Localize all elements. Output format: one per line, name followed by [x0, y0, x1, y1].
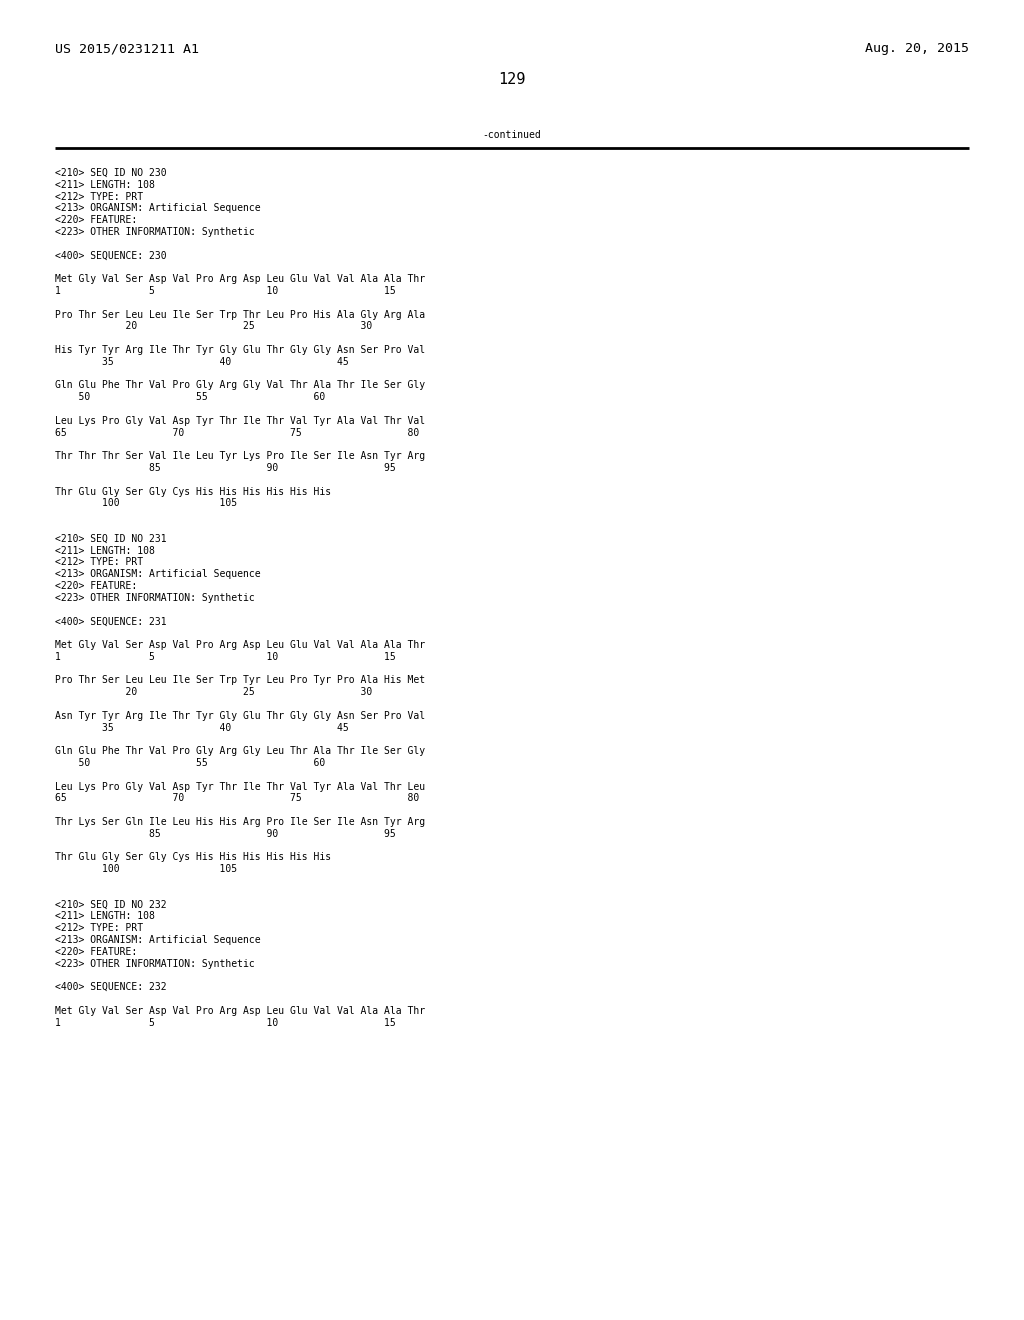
Text: 65                  70                  75                  80: 65 70 75 80: [55, 428, 419, 438]
Text: Met Gly Val Ser Asp Val Pro Arg Asp Leu Glu Val Val Ala Ala Thr: Met Gly Val Ser Asp Val Pro Arg Asp Leu …: [55, 1006, 425, 1016]
Text: <223> OTHER INFORMATION: Synthetic: <223> OTHER INFORMATION: Synthetic: [55, 593, 255, 603]
Text: <220> FEATURE:: <220> FEATURE:: [55, 946, 137, 957]
Text: 65                  70                  75                  80: 65 70 75 80: [55, 793, 419, 804]
Text: 1               5                   10                  15: 1 5 10 15: [55, 286, 395, 296]
Text: Asn Tyr Tyr Arg Ile Thr Tyr Gly Glu Thr Gly Gly Asn Ser Pro Val: Asn Tyr Tyr Arg Ile Thr Tyr Gly Glu Thr …: [55, 710, 425, 721]
Text: -continued: -continued: [482, 129, 542, 140]
Text: Thr Lys Ser Gln Ile Leu His His Arg Pro Ile Ser Ile Asn Tyr Arg: Thr Lys Ser Gln Ile Leu His His Arg Pro …: [55, 817, 425, 828]
Text: <210> SEQ ID NO 230: <210> SEQ ID NO 230: [55, 168, 167, 178]
Text: <213> ORGANISM: Artificial Sequence: <213> ORGANISM: Artificial Sequence: [55, 569, 261, 579]
Text: Met Gly Val Ser Asp Val Pro Arg Asp Leu Glu Val Val Ala Ala Thr: Met Gly Val Ser Asp Val Pro Arg Asp Leu …: [55, 640, 425, 649]
Text: Leu Lys Pro Gly Val Asp Tyr Thr Ile Thr Val Tyr Ala Val Thr Val: Leu Lys Pro Gly Val Asp Tyr Thr Ile Thr …: [55, 416, 425, 426]
Text: 50                  55                  60: 50 55 60: [55, 392, 326, 403]
Text: <210> SEQ ID NO 232: <210> SEQ ID NO 232: [55, 900, 167, 909]
Text: 35                  40                  45: 35 40 45: [55, 722, 349, 733]
Text: Thr Glu Gly Ser Gly Cys His His His His His His: Thr Glu Gly Ser Gly Cys His His His His …: [55, 853, 331, 862]
Text: 100                 105: 100 105: [55, 499, 238, 508]
Text: Met Gly Val Ser Asp Val Pro Arg Asp Leu Glu Val Val Ala Ala Thr: Met Gly Val Ser Asp Val Pro Arg Asp Leu …: [55, 275, 425, 284]
Text: <400> SEQUENCE: 230: <400> SEQUENCE: 230: [55, 251, 167, 260]
Text: <211> LENGTH: 108: <211> LENGTH: 108: [55, 911, 155, 921]
Text: 100                 105: 100 105: [55, 865, 238, 874]
Text: <211> LENGTH: 108: <211> LENGTH: 108: [55, 545, 155, 556]
Text: <220> FEATURE:: <220> FEATURE:: [55, 215, 137, 226]
Text: His Tyr Tyr Arg Ile Thr Tyr Gly Glu Thr Gly Gly Asn Ser Pro Val: His Tyr Tyr Arg Ile Thr Tyr Gly Glu Thr …: [55, 345, 425, 355]
Text: 50                  55                  60: 50 55 60: [55, 758, 326, 768]
Text: Aug. 20, 2015: Aug. 20, 2015: [865, 42, 969, 55]
Text: <220> FEATURE:: <220> FEATURE:: [55, 581, 137, 591]
Text: <400> SEQUENCE: 231: <400> SEQUENCE: 231: [55, 616, 167, 627]
Text: Gln Glu Phe Thr Val Pro Gly Arg Gly Leu Thr Ala Thr Ile Ser Gly: Gln Glu Phe Thr Val Pro Gly Arg Gly Leu …: [55, 746, 425, 756]
Text: <210> SEQ ID NO 231: <210> SEQ ID NO 231: [55, 533, 167, 544]
Text: 20                  25                  30: 20 25 30: [55, 688, 373, 697]
Text: US 2015/0231211 A1: US 2015/0231211 A1: [55, 42, 199, 55]
Text: 35                  40                  45: 35 40 45: [55, 356, 349, 367]
Text: 20                  25                  30: 20 25 30: [55, 321, 373, 331]
Text: <212> TYPE: PRT: <212> TYPE: PRT: [55, 191, 143, 202]
Text: <223> OTHER INFORMATION: Synthetic: <223> OTHER INFORMATION: Synthetic: [55, 958, 255, 969]
Text: 129: 129: [499, 73, 525, 87]
Text: <212> TYPE: PRT: <212> TYPE: PRT: [55, 557, 143, 568]
Text: Pro Thr Ser Leu Leu Ile Ser Trp Thr Leu Pro His Ala Gly Arg Ala: Pro Thr Ser Leu Leu Ile Ser Trp Thr Leu …: [55, 310, 425, 319]
Text: Gln Glu Phe Thr Val Pro Gly Arg Gly Val Thr Ala Thr Ile Ser Gly: Gln Glu Phe Thr Val Pro Gly Arg Gly Val …: [55, 380, 425, 391]
Text: Thr Glu Gly Ser Gly Cys His His His His His His: Thr Glu Gly Ser Gly Cys His His His His …: [55, 487, 331, 496]
Text: <400> SEQUENCE: 232: <400> SEQUENCE: 232: [55, 982, 167, 993]
Text: Pro Thr Ser Leu Leu Ile Ser Trp Tyr Leu Pro Tyr Pro Ala His Met: Pro Thr Ser Leu Leu Ile Ser Trp Tyr Leu …: [55, 676, 425, 685]
Text: <213> ORGANISM: Artificial Sequence: <213> ORGANISM: Artificial Sequence: [55, 203, 261, 214]
Text: 1               5                   10                  15: 1 5 10 15: [55, 652, 395, 661]
Text: 85                  90                  95: 85 90 95: [55, 829, 395, 838]
Text: <212> TYPE: PRT: <212> TYPE: PRT: [55, 923, 143, 933]
Text: Leu Lys Pro Gly Val Asp Tyr Thr Ile Thr Val Tyr Ala Val Thr Leu: Leu Lys Pro Gly Val Asp Tyr Thr Ile Thr …: [55, 781, 425, 792]
Text: 1               5                   10                  15: 1 5 10 15: [55, 1018, 395, 1027]
Text: <223> OTHER INFORMATION: Synthetic: <223> OTHER INFORMATION: Synthetic: [55, 227, 255, 238]
Text: <213> ORGANISM: Artificial Sequence: <213> ORGANISM: Artificial Sequence: [55, 935, 261, 945]
Text: 85                  90                  95: 85 90 95: [55, 463, 395, 473]
Text: <211> LENGTH: 108: <211> LENGTH: 108: [55, 180, 155, 190]
Text: Thr Thr Thr Ser Val Ile Leu Tyr Lys Pro Ile Ser Ile Asn Tyr Arg: Thr Thr Thr Ser Val Ile Leu Tyr Lys Pro …: [55, 451, 425, 461]
